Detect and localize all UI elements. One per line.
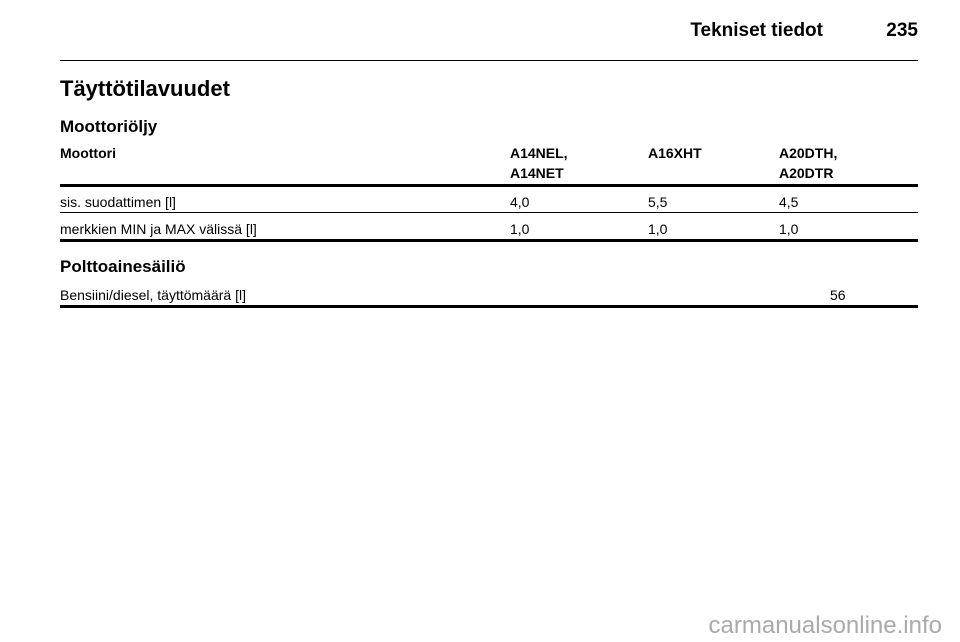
watermark: carmanualsonline.info	[708, 612, 942, 639]
row-label: sis. suodattimen [l]	[60, 194, 176, 210]
column-header: A20DTH,	[779, 145, 838, 161]
cell-value: 1,0	[779, 221, 799, 237]
cell-value: 1,0	[648, 221, 668, 237]
table-rule	[60, 239, 918, 242]
table-rule	[60, 212, 918, 213]
row-label: merkkien MIN ja MAX välissä [l]	[60, 221, 257, 237]
page-title: Täyttötilavuudet	[60, 76, 230, 101]
header-rule	[60, 60, 918, 61]
table-rule	[60, 184, 918, 187]
cell-value: 1,0	[510, 221, 530, 237]
cell-value: 56	[830, 287, 846, 303]
cell-value: 5,5	[648, 194, 668, 210]
column-header: Moottori	[60, 145, 116, 161]
cell-value: 4,5	[779, 194, 799, 210]
section-heading: Polttoainesäiliö	[60, 257, 186, 276]
page-number: 235	[886, 20, 918, 41]
column-header: A14NET	[510, 165, 564, 181]
row-label: Bensiini/diesel, täyttömäärä [l]	[60, 287, 246, 303]
cell-value: 4,0	[510, 194, 530, 210]
running-header: Tekniset tiedot	[690, 20, 823, 41]
column-header: A14NEL,	[510, 145, 568, 161]
section-heading: Moottoriöljy	[60, 117, 158, 136]
table-rule	[60, 305, 918, 308]
column-header: A16XHT	[648, 145, 702, 161]
column-header: A20DTR	[779, 165, 834, 181]
